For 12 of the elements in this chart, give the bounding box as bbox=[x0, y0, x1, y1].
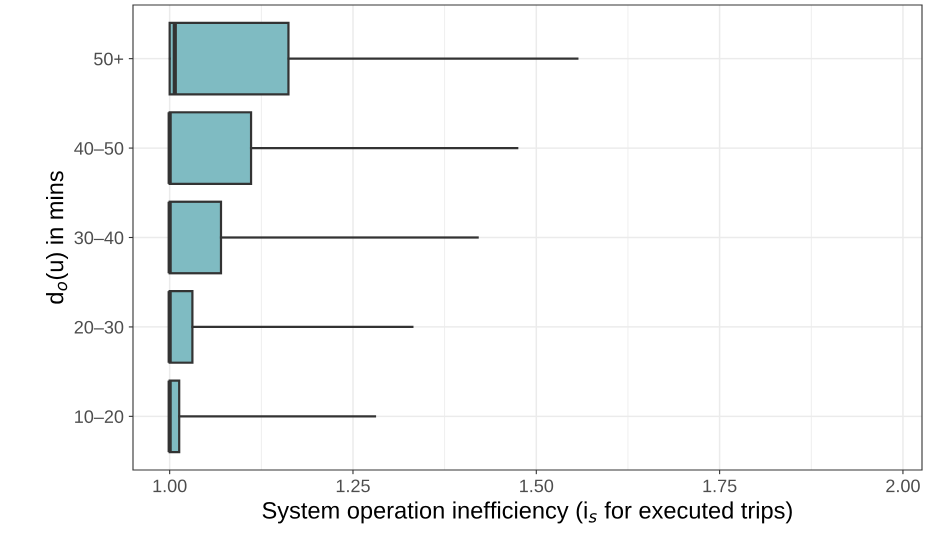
x-tick-label: 1.75 bbox=[703, 480, 736, 492]
x-tick-label: 1.25 bbox=[336, 480, 370, 492]
x-tick-label: 1.50 bbox=[520, 480, 554, 492]
y-tick-label: 50+ bbox=[94, 52, 124, 66]
y-tick-label: 10–20 bbox=[75, 410, 124, 424]
y-tick-label: 30–40 bbox=[74, 231, 124, 244]
y-tick-label: 40–50 bbox=[74, 142, 124, 155]
y-tick-label: 20–30 bbox=[74, 320, 124, 334]
x-tick-label: 2.00 bbox=[886, 480, 920, 492]
x-axis-title: System operation inefficiency (i$_{s}$ for executed trips) bbox=[262, 501, 792, 524]
y-axis-title: d$_{o}$(u) in mins bbox=[46, 171, 68, 304]
x-tick-label: 1.00 bbox=[153, 480, 187, 492]
